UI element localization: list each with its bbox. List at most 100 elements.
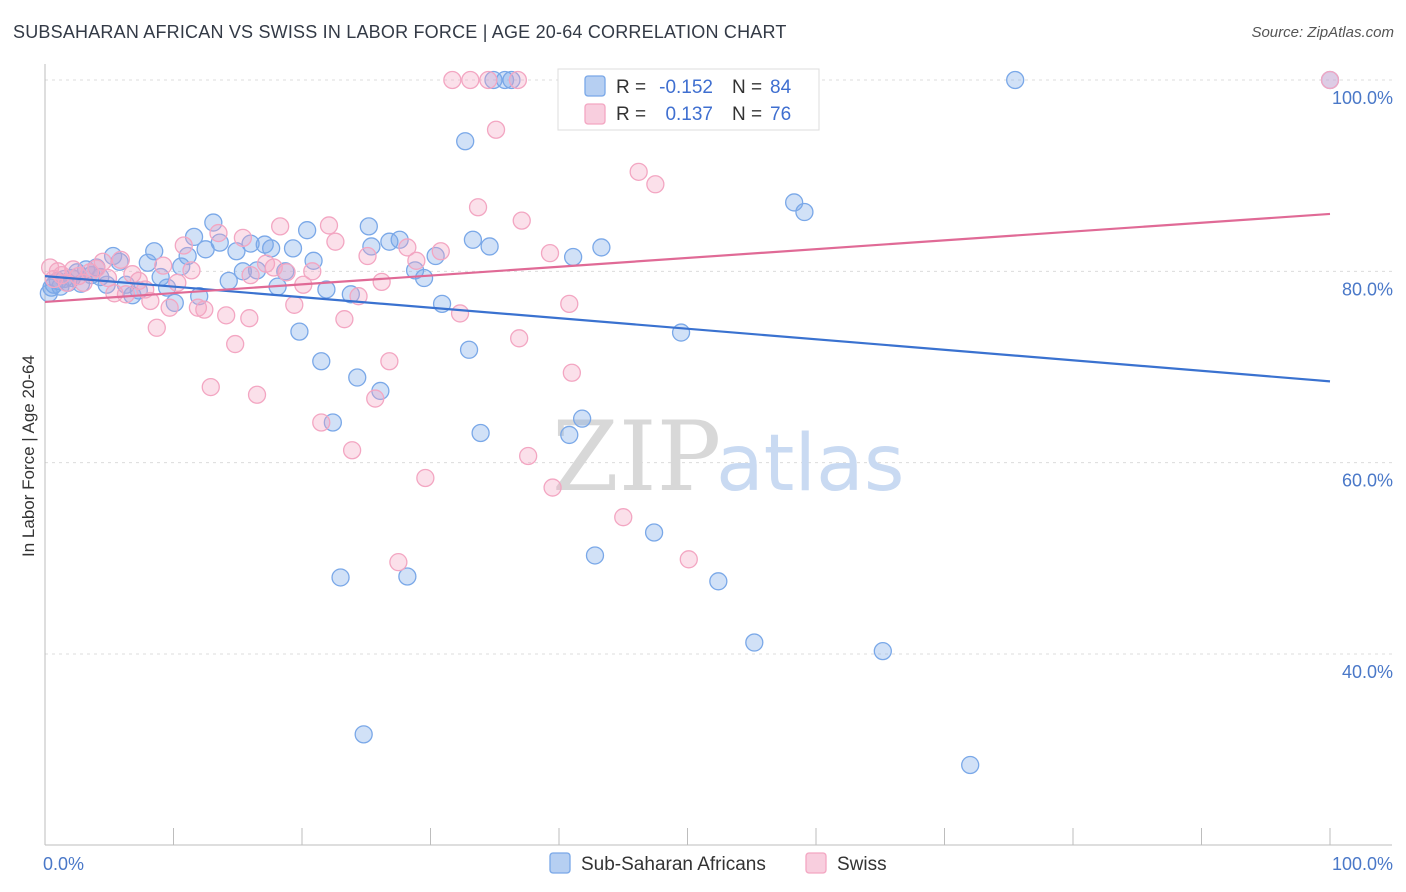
point-sub-saharan-38 [262, 239, 281, 258]
point-sub-saharan-50 [348, 368, 367, 387]
point-swiss-75 [241, 266, 260, 285]
point-sub-saharan-46 [317, 280, 336, 299]
y-tick-label-60: 60.0% [1342, 471, 1393, 491]
point-swiss-27 [201, 377, 220, 397]
point-sub-saharan-45 [312, 352, 331, 371]
point-swiss-31 [233, 228, 253, 248]
point-swiss-10 [93, 252, 112, 271]
point-sub-saharan-72 [572, 409, 592, 428]
point-sub-saharan-70 [560, 425, 579, 445]
stats-legend-swatch-0 [584, 75, 606, 97]
point-swiss-14 [116, 285, 136, 304]
point-sub-saharan-51 [354, 725, 373, 744]
point-sub-saharan-74 [592, 238, 611, 257]
point-sub-saharan-31 [210, 233, 229, 252]
point-swiss-54 [416, 468, 435, 488]
point-sub-saharan-21 [145, 242, 164, 261]
stats-legend-r-0: -0.152 [659, 77, 713, 98]
gridlines [45, 79, 1392, 655]
point-swiss-67 [560, 294, 579, 314]
point-sub-saharan-69 [502, 70, 521, 90]
legend-label-sub-saharan: Sub-Saharan Africans [581, 854, 766, 875]
x-tick-label-100: 100.0% [1332, 854, 1393, 874]
point-swiss-30 [226, 334, 245, 354]
point-swiss-56 [443, 70, 462, 90]
point-swiss-48 [366, 389, 385, 408]
point-sub-saharan-83 [1006, 70, 1025, 90]
point-swiss-53 [407, 251, 426, 270]
point-swiss-47 [358, 246, 377, 266]
point-swiss-66 [543, 478, 562, 497]
point-swiss-50 [380, 352, 399, 371]
point-swiss-51 [389, 553, 408, 572]
point-swiss-43 [326, 232, 345, 251]
watermark-zip: ZIP [552, 401, 721, 513]
point-sub-saharan-78 [745, 633, 764, 652]
legend-swatch-sub-saharan [549, 852, 571, 874]
point-swiss-37 [277, 263, 296, 282]
point-swiss-69 [614, 508, 633, 527]
point-sub-saharan-76 [671, 323, 691, 342]
point-swiss-38 [285, 295, 304, 314]
stats-legend: R = -0.152 N = 84 R = 0.137 N = 76 [557, 68, 820, 131]
point-sub-saharan-73 [585, 546, 605, 565]
point-sub-saharan-42 [290, 322, 309, 341]
stats-legend-n-1: 76 [770, 104, 791, 125]
stats-legend-r-label-0: R = [616, 77, 646, 98]
point-swiss-36 [271, 217, 290, 236]
trend-lines [44, 212, 1331, 383]
point-swiss-74 [510, 329, 529, 348]
point-sub-saharan-81 [873, 641, 892, 661]
point-swiss-11 [98, 268, 118, 288]
stats-legend-r-1: 0.137 [665, 104, 713, 125]
point-sub-saharan-53 [362, 237, 381, 256]
point-sub-saharan-48 [331, 568, 350, 587]
point-swiss-41 [312, 413, 331, 432]
point-sub-saharan-82 [961, 755, 980, 775]
point-swiss-18 [141, 291, 160, 311]
y-tick-label-40: 40.0% [1342, 662, 1393, 682]
trend-line-swiss [44, 212, 1331, 304]
point-sub-saharan-56 [390, 230, 409, 249]
point-swiss-13 [111, 250, 130, 270]
source-credit: Source: ZipAtlas.com [1251, 24, 1394, 41]
point-swiss-33 [247, 385, 267, 404]
point-swiss-65 [540, 244, 560, 263]
y-tick-label-80: 80.0% [1342, 279, 1393, 299]
stats-legend-r-label-1: R = [616, 104, 646, 125]
point-sub-saharan-43 [297, 221, 317, 240]
point-sub-saharan-71 [563, 247, 583, 267]
point-sub-saharan-75 [644, 523, 664, 542]
point-sub-saharan-26 [178, 246, 197, 266]
point-swiss-63 [512, 211, 531, 230]
stats-legend-n-0: 84 [770, 77, 792, 98]
point-swiss-29 [217, 306, 236, 325]
watermark: ZIP atlas [552, 401, 905, 513]
point-sub-saharan-20 [138, 253, 157, 272]
stats-legend-n-label-0: N = [732, 77, 762, 98]
chart-title: SUBSAHARAN AFRICAN VS SWISS IN LABOR FOR… [13, 22, 787, 42]
point-swiss-20 [154, 256, 173, 275]
point-swiss-42 [319, 216, 339, 235]
point-swiss-72 [679, 550, 698, 569]
point-sub-saharan-80 [795, 202, 814, 222]
point-sub-saharan-41 [283, 239, 303, 258]
point-swiss-52 [398, 238, 417, 257]
point-swiss-21 [160, 298, 179, 317]
point-swiss-26 [195, 300, 214, 319]
point-swiss-57 [450, 304, 470, 323]
point-swiss-25 [188, 298, 208, 317]
data-points [39, 70, 1340, 775]
point-swiss-73 [1320, 70, 1340, 90]
x-tick-label-0: 0.0% [43, 854, 84, 874]
point-sub-saharan-62 [456, 132, 475, 151]
point-swiss-44 [335, 310, 354, 329]
point-swiss-71 [646, 175, 665, 194]
point-sub-saharan-63 [459, 340, 479, 359]
point-sub-saharan-40 [276, 262, 295, 281]
y-tick-label-100: 100.0% [1332, 88, 1393, 108]
point-swiss-24 [182, 261, 201, 280]
trend-line-sub-saharan [44, 275, 1331, 383]
point-swiss-40 [303, 262, 322, 281]
point-swiss-58 [461, 70, 480, 90]
